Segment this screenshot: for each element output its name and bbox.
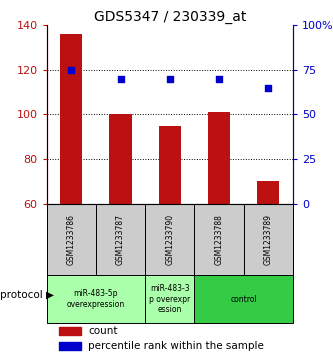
- Bar: [194, 275, 293, 323]
- Point: [216, 76, 222, 82]
- Bar: [208, 112, 230, 204]
- Bar: [145, 204, 194, 275]
- Bar: [59, 327, 81, 335]
- Point: [118, 76, 123, 82]
- Text: GSM1233789: GSM1233789: [264, 214, 273, 265]
- Point: [266, 85, 271, 91]
- Bar: [96, 204, 145, 275]
- Bar: [47, 204, 96, 275]
- Bar: [145, 275, 194, 323]
- Bar: [47, 275, 145, 323]
- Text: control: control: [230, 294, 257, 303]
- Text: miR-483-3
p overexpr
ession: miR-483-3 p overexpr ession: [149, 284, 190, 314]
- Bar: [60, 34, 82, 204]
- Point: [167, 76, 172, 82]
- Point: [69, 67, 74, 73]
- Title: GDS5347 / 230339_at: GDS5347 / 230339_at: [94, 11, 246, 24]
- Text: count: count: [88, 326, 118, 336]
- Bar: [194, 204, 244, 275]
- Text: miR-483-5p
overexpression: miR-483-5p overexpression: [67, 289, 125, 309]
- Bar: [244, 204, 293, 275]
- Text: GSM1233788: GSM1233788: [214, 214, 224, 265]
- Text: GSM1233786: GSM1233786: [67, 214, 76, 265]
- Bar: [59, 342, 81, 350]
- Bar: [257, 181, 279, 204]
- Text: GSM1233787: GSM1233787: [116, 214, 125, 265]
- Text: protocol ▶: protocol ▶: [0, 290, 54, 301]
- Bar: [110, 114, 132, 204]
- Text: percentile rank within the sample: percentile rank within the sample: [88, 341, 264, 351]
- Text: GSM1233790: GSM1233790: [165, 213, 174, 265]
- Bar: [159, 126, 181, 204]
